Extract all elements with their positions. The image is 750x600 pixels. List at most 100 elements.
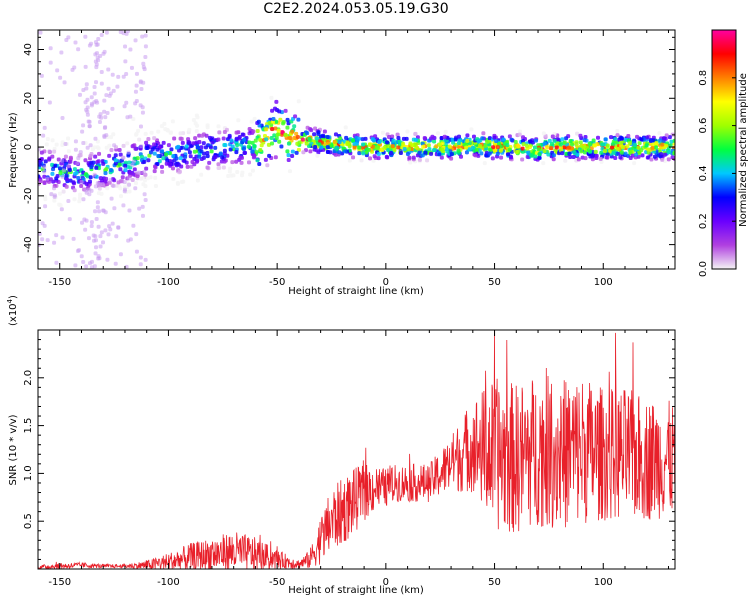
spectrogram-cell <box>81 140 86 145</box>
x-tick-label: 50 <box>488 277 501 288</box>
spectrogram-cell <box>355 138 360 143</box>
spectrogram-cell <box>138 124 143 129</box>
spectrogram-cell <box>552 138 557 143</box>
spectrogram-cell <box>60 158 65 163</box>
spectrogram-cell <box>248 172 253 177</box>
spectrogram-cell <box>168 162 173 167</box>
spectrogram-cell <box>487 151 492 156</box>
spectrogram-cell <box>396 145 401 150</box>
spectrogram-cell <box>116 225 121 230</box>
spectrogram-cell <box>95 160 100 165</box>
spectrogram-cell <box>153 175 158 180</box>
spectrogram-cell <box>149 130 154 135</box>
spectrogram-cell <box>654 141 659 146</box>
spectrogram-cell <box>97 120 102 125</box>
spectrogram-cell <box>590 154 595 159</box>
spectrogram-cell <box>133 38 138 43</box>
spectrogram-cell <box>204 133 209 138</box>
spectrogram-cell <box>76 175 81 180</box>
spectrogram-cell <box>610 145 615 150</box>
spectrogram-cell <box>197 133 202 138</box>
spectrogram-cell <box>103 171 108 176</box>
spectrogram-cell <box>110 106 115 111</box>
spectrogram-cell <box>150 147 155 152</box>
spectrogram-cell <box>513 139 518 144</box>
spectrogram-cell <box>184 144 189 149</box>
spectrogram-cell <box>542 141 547 146</box>
spectrogram-cell <box>95 139 100 144</box>
spectrogram-cell <box>116 180 121 185</box>
x-tick-label: -100 <box>157 277 180 288</box>
spectrogram-cell <box>64 38 69 43</box>
spectrogram-cell <box>89 103 94 108</box>
spectrogram-cell <box>106 67 111 72</box>
spectrogram-cell <box>144 140 149 145</box>
spectrogram-cell <box>179 180 184 185</box>
spectrogram-cell <box>180 140 185 145</box>
spectrogram-cell <box>140 110 145 115</box>
spectrogram-cell <box>75 161 80 166</box>
snr-y-ticks: 0.5 1.0 1.5 2.0 <box>23 339 675 560</box>
spectrogram-cell <box>382 145 387 150</box>
spectrogram-cell <box>112 143 117 148</box>
spectrogram-cell <box>207 135 212 140</box>
colorbar-tick-label: 0.2 <box>698 213 709 229</box>
spectrogram-cell <box>121 143 126 148</box>
spectrogram-cell <box>95 42 100 47</box>
spectrogram-cell <box>664 133 669 138</box>
spectrogram-cell <box>109 135 114 140</box>
spectrogram-cell <box>128 47 133 52</box>
spectrogram-cell <box>171 176 176 181</box>
spectrogram-cell <box>213 154 218 159</box>
spectrogram-cell <box>286 157 291 162</box>
spectrogram-cell <box>118 167 123 172</box>
spectrogram-cell <box>576 157 581 162</box>
spectrogram-cell <box>120 175 125 180</box>
spectrogram-cell <box>143 55 148 60</box>
spectrogram-cell <box>171 154 176 159</box>
spectrogram-cell <box>199 149 204 154</box>
spectrogram-cell <box>159 124 164 129</box>
spectrogram-cell <box>666 157 671 162</box>
spectrogram-cell <box>269 136 274 141</box>
spectrogram-cell <box>480 136 485 141</box>
spectrogram-cell <box>52 240 57 245</box>
spectrogram-cell <box>490 156 495 161</box>
spectrogram-cell <box>143 131 148 136</box>
spectrogram-panel: -150 -100 -50 0 50 100 -40 -20 0 20 40 Height of … <box>8 29 676 297</box>
spectrogram-cell <box>491 145 496 150</box>
spectrogram-cell <box>234 150 239 155</box>
spectrogram-cell <box>487 136 492 141</box>
spectrogram-cell <box>505 142 510 147</box>
spectrogram-cell <box>72 167 77 172</box>
spectrogram-cell <box>648 138 653 143</box>
spectrogram-cell <box>97 114 102 119</box>
spectrogram-cell <box>144 166 149 171</box>
spectrogram-cell <box>142 159 147 164</box>
x-tick-label: -100 <box>157 577 180 588</box>
spectrogram-cell <box>53 163 58 168</box>
spectrogram-cell <box>420 153 425 158</box>
spectrogram-cell <box>646 155 651 160</box>
spectrogram-cell <box>208 145 213 150</box>
spectrogram-cell <box>142 169 147 174</box>
spectrogram-cell <box>234 136 239 141</box>
spectrogram-cell <box>45 238 50 243</box>
spectrogram-cell <box>613 137 618 142</box>
spectrogram-cell <box>494 139 499 144</box>
spectrogram-cell <box>660 157 665 162</box>
spectrogram-cell <box>228 147 233 152</box>
spectrogram-cell <box>89 165 94 170</box>
spectrogram-cell <box>134 83 139 88</box>
spectrogram-cell <box>625 144 630 149</box>
spectrogram-cell <box>240 132 245 137</box>
spectrogram-cell <box>113 158 118 163</box>
spectrogram-cell <box>568 154 573 159</box>
spectrogram-cell <box>376 151 381 156</box>
spectrogram-cell <box>274 119 279 124</box>
spectrogram-cell <box>140 204 145 209</box>
spectrogram-cell <box>575 152 580 157</box>
spectrogram-cell <box>498 148 503 153</box>
spectrogram-cell <box>569 142 574 147</box>
spectrogram-cell <box>332 139 337 144</box>
